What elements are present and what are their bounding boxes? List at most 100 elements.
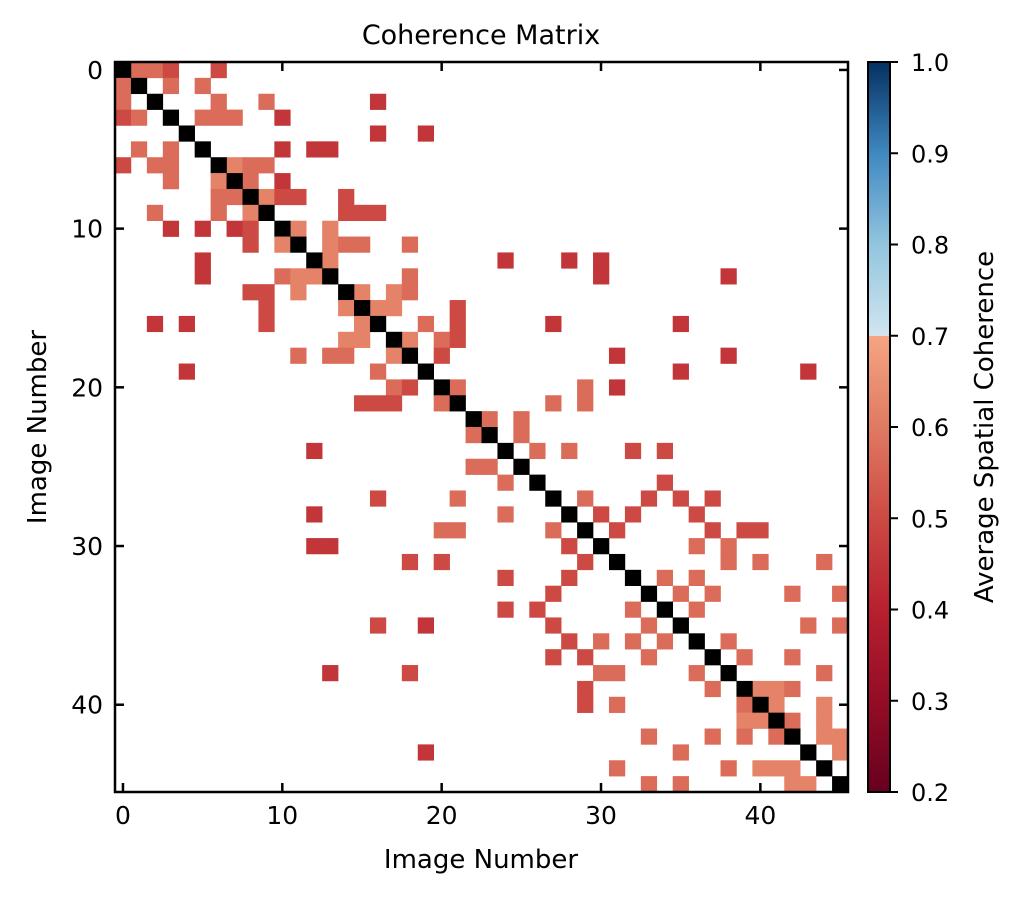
heatmap-cell xyxy=(736,649,753,666)
heatmap-cell xyxy=(561,569,578,586)
heatmap-diagonal-cell xyxy=(832,776,849,793)
heatmap-cell xyxy=(354,315,371,333)
heatmap-cell xyxy=(258,284,275,301)
heatmap-cell xyxy=(274,173,291,190)
heatmap-cell xyxy=(369,204,387,221)
heatmap-cell xyxy=(322,665,339,682)
heatmap-cell xyxy=(401,331,419,348)
heatmap-cell xyxy=(449,315,466,333)
heatmap-cell xyxy=(178,315,195,333)
heatmap-cell xyxy=(593,268,610,285)
heatmap-cell xyxy=(752,712,769,729)
heatmap-cell xyxy=(210,93,227,110)
heatmap-cell xyxy=(561,442,578,460)
y-tick-label: 20 xyxy=(71,373,103,402)
heatmap-cell xyxy=(242,220,259,237)
heatmap-diagonal-cell xyxy=(162,109,180,126)
heatmap-cell xyxy=(274,268,291,285)
heatmap-cell xyxy=(194,77,211,95)
heatmap-cell xyxy=(274,188,291,206)
heatmap-cell xyxy=(242,157,259,174)
heatmap-cell xyxy=(115,77,132,95)
y-tick-label: 10 xyxy=(71,215,103,244)
heatmap-cell xyxy=(608,665,626,682)
colorbar-tick-label: 0.4 xyxy=(911,597,949,625)
heatmap-cell xyxy=(720,347,737,364)
heatmap-cell xyxy=(322,220,339,237)
heatmap-cell xyxy=(385,347,403,364)
heatmap-cell xyxy=(130,141,148,158)
heatmap-cell xyxy=(162,62,180,79)
heatmap-cell xyxy=(449,300,466,317)
heatmap-cell xyxy=(417,125,434,142)
heatmap-cell xyxy=(354,284,371,301)
heatmap-cell xyxy=(290,347,307,364)
heatmap-cell xyxy=(242,173,259,190)
heatmap-diagonal-cell xyxy=(417,363,434,380)
heatmap-cell xyxy=(210,62,227,79)
heatmap-cell xyxy=(115,93,132,110)
heatmap-diagonal-cell xyxy=(322,268,339,285)
heatmap-cell xyxy=(704,728,721,745)
heatmap-cell xyxy=(146,315,164,333)
heatmap-diagonal-cell xyxy=(561,506,578,523)
heatmap-cell xyxy=(433,395,450,412)
heatmap-cell xyxy=(545,522,562,539)
heatmap-cell xyxy=(624,601,642,618)
heatmap-diagonal-cell xyxy=(369,315,387,333)
heatmap-cell xyxy=(736,712,753,729)
heatmap-cell xyxy=(433,553,450,571)
colorbar: 0.2 0.3 0.4 0.5 0.6 0.7 0.8 0.9 1.0 Average Spat… xyxy=(867,49,1000,807)
heatmap-diagonal-cell xyxy=(752,696,769,713)
heatmap-diagonal-cell xyxy=(736,680,753,698)
heatmap-cell xyxy=(656,569,674,586)
heatmap-cell xyxy=(720,538,737,555)
heatmap-diagonal-cell xyxy=(465,411,482,428)
heatmap-cell xyxy=(274,109,291,126)
heatmap-cell xyxy=(146,62,164,79)
x-tick-label: 0 xyxy=(115,801,131,830)
heatmap-cell xyxy=(672,776,689,793)
heatmap-cell xyxy=(162,77,180,95)
heatmap-diagonal-cell xyxy=(258,204,275,221)
heatmap-cell xyxy=(800,617,817,634)
heatmap-cell xyxy=(449,522,466,539)
heatmap-cell xyxy=(577,553,594,571)
y-axis-label: Image Number xyxy=(23,330,53,524)
heatmap-cell xyxy=(258,300,275,317)
x-tick-label: 30 xyxy=(585,801,617,830)
heatmap-diagonal-cell xyxy=(656,601,674,618)
heatmap-cell xyxy=(465,427,482,444)
heatmap-diagonal-cell xyxy=(433,379,450,396)
y-tick-label: 40 xyxy=(71,691,103,720)
colorbar-ticks: 0.2 0.3 0.4 0.5 0.6 0.7 0.8 0.9 1.0 xyxy=(890,49,949,807)
heatmap-cell xyxy=(417,315,434,333)
heatmap-cell xyxy=(752,760,769,777)
heatmap-cell xyxy=(146,157,164,174)
heatmap-cell xyxy=(561,538,578,555)
heatmap-diagonal-cell xyxy=(545,490,562,507)
x-tick-label: 40 xyxy=(744,801,776,830)
heatmap-cell xyxy=(688,538,705,555)
heatmap-cell xyxy=(577,680,594,698)
heatmap-cell xyxy=(624,506,642,523)
heatmap-cell xyxy=(417,617,434,634)
heatmap-cell xyxy=(752,522,769,539)
heatmap-diagonal-cell xyxy=(593,538,610,555)
heatmap-cell xyxy=(226,220,243,237)
heatmap-cell xyxy=(401,379,419,396)
heatmap-cell xyxy=(385,284,403,301)
heatmap-diagonal-cell xyxy=(194,141,211,158)
heatmap-cell xyxy=(784,649,801,666)
heatmap-cell xyxy=(338,188,355,206)
heatmap-cell xyxy=(768,760,785,777)
heatmap-diagonal-cell xyxy=(385,331,403,348)
heatmap-cell xyxy=(593,665,610,682)
heatmap-cell xyxy=(784,680,801,698)
heatmap-cell xyxy=(322,538,339,555)
heatmap-cell xyxy=(545,617,562,634)
heatmap-cell xyxy=(672,585,689,602)
heatmap-cell xyxy=(768,728,785,745)
heatmap-cell xyxy=(146,204,164,221)
heatmap-cell xyxy=(497,569,514,586)
